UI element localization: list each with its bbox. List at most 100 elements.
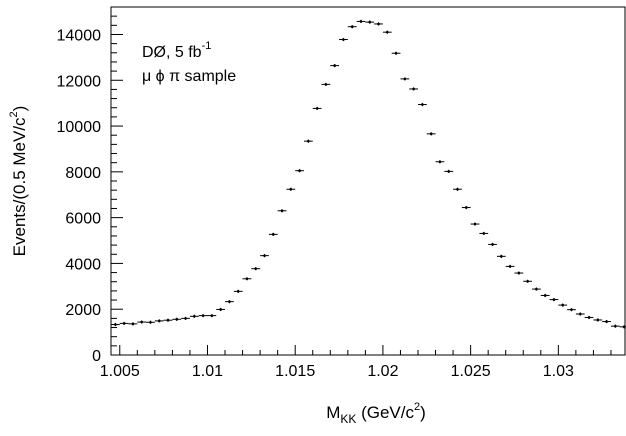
data-point <box>119 321 129 326</box>
marker <box>561 303 565 307</box>
y-tick-label: 12000 <box>57 73 102 90</box>
data-point <box>575 312 585 316</box>
data-point <box>295 169 304 173</box>
data-point <box>593 318 603 322</box>
data-point <box>532 287 541 291</box>
x-tick-label: 1.01 <box>192 363 223 380</box>
data-point <box>198 314 208 318</box>
marker <box>184 317 187 320</box>
y-axis-title: Events/(0.5 MeV/c2) <box>8 106 29 257</box>
data-point <box>444 169 454 173</box>
marker <box>421 103 424 106</box>
y-tick-label: 8000 <box>65 165 101 182</box>
data-point <box>558 303 568 307</box>
data-point <box>584 315 594 320</box>
marker <box>403 77 407 81</box>
data-point <box>426 132 436 136</box>
marker <box>596 318 600 322</box>
data-point <box>146 320 155 324</box>
data-point <box>137 320 147 324</box>
data-point <box>216 307 226 312</box>
data-point <box>225 300 234 304</box>
marker <box>193 315 196 318</box>
x-tick-label: 1.005 <box>100 363 140 380</box>
marker <box>324 83 328 86</box>
x-tick-label: 1.03 <box>543 363 574 380</box>
data-point <box>505 264 515 268</box>
marker <box>350 25 354 28</box>
data-point <box>488 242 497 247</box>
data-point <box>356 19 366 24</box>
data-point <box>312 106 322 111</box>
marker <box>429 132 433 136</box>
data-point <box>347 25 357 29</box>
y-tick-label: 2000 <box>65 302 101 319</box>
data-point <box>374 22 383 26</box>
marker <box>166 318 170 322</box>
data-point <box>268 232 278 236</box>
marker <box>342 38 345 41</box>
annotation-line-1: DØ, 5 fb-1 <box>142 40 211 61</box>
y-tick-label: 6000 <box>65 211 101 228</box>
data-point <box>260 254 269 258</box>
data-point <box>382 30 392 34</box>
data-point <box>207 314 217 318</box>
marker <box>517 271 521 275</box>
data-point <box>409 87 418 91</box>
data-point <box>181 316 190 320</box>
data-point <box>242 277 252 281</box>
marker <box>271 233 275 236</box>
data-point <box>400 77 410 81</box>
marker <box>114 323 117 326</box>
data-point <box>610 324 620 328</box>
marker <box>605 320 608 323</box>
marker <box>157 319 161 323</box>
data-point <box>496 254 506 258</box>
x-axis-title: MKK (GeV/c2) <box>326 401 426 426</box>
data-point <box>435 160 445 164</box>
marker <box>254 267 258 270</box>
marker <box>315 107 319 110</box>
marker <box>570 308 573 311</box>
marker <box>307 139 310 143</box>
marker <box>280 209 284 213</box>
marker <box>473 222 477 226</box>
marker <box>394 51 398 55</box>
marker <box>447 170 450 173</box>
data-point <box>602 319 611 324</box>
marker <box>543 294 547 297</box>
data-point <box>303 139 313 143</box>
marker <box>526 279 529 283</box>
marker <box>210 314 214 317</box>
marker <box>359 20 363 23</box>
marker <box>219 308 222 311</box>
marker <box>236 290 240 293</box>
marker <box>491 243 494 246</box>
data-point <box>461 205 471 210</box>
data-point <box>391 51 401 55</box>
data-point <box>479 231 489 236</box>
x-tick-label: 1.02 <box>367 363 398 380</box>
data-point <box>339 37 348 42</box>
data-point <box>365 20 375 24</box>
marker <box>622 325 626 329</box>
data-point <box>111 322 120 327</box>
y-tick-label: 10000 <box>57 119 102 136</box>
data-point <box>277 209 287 213</box>
data-point <box>286 187 296 191</box>
data-point <box>128 322 138 326</box>
marker <box>131 322 135 326</box>
data-point <box>453 187 462 191</box>
data-point <box>523 279 533 283</box>
marker <box>149 320 152 324</box>
marker <box>263 254 266 257</box>
marker <box>140 320 143 324</box>
marker <box>412 87 415 91</box>
data-point <box>189 314 199 318</box>
marker <box>482 232 486 235</box>
data-point <box>172 317 182 321</box>
data-point <box>619 325 626 329</box>
data-point <box>321 82 331 86</box>
